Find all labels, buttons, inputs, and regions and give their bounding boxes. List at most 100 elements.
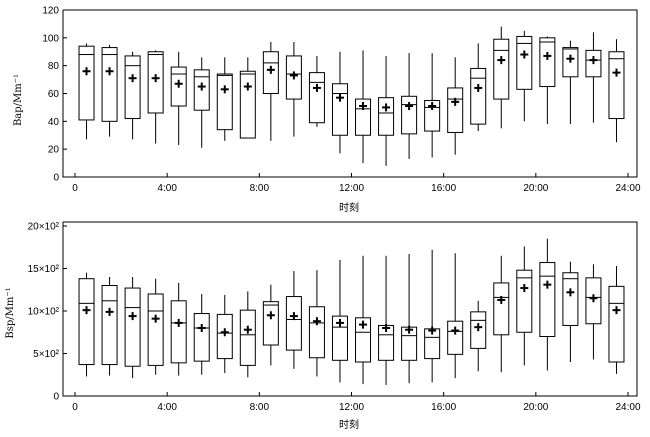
- bap-box-3.5: [147, 50, 164, 144]
- bap-box-22.5: [585, 32, 602, 123]
- bsp-box-2.5: [124, 277, 141, 379]
- bsp-iqr-box: [447, 320, 464, 355]
- bap-boxes: [78, 26, 625, 166]
- bap-y-axis-title: Bap/Mm⁻¹: [13, 74, 24, 126]
- bap-iqr-box: [516, 35, 533, 90]
- bsp-iqr-box: [355, 317, 372, 363]
- bap-box-5.5: [193, 57, 210, 148]
- bsp-iqr-box: [262, 301, 279, 346]
- bap-iqr-box: [608, 51, 625, 120]
- bap-iqr-box: [539, 37, 556, 88]
- bap-x-tick-label: 8:00: [250, 183, 270, 194]
- bsp-x-axis-title: 时刻: [339, 418, 359, 431]
- bsp-x-tick-label: 4:00: [157, 402, 177, 413]
- bsp-box-23.5: [608, 265, 625, 374]
- bsp-box-6.5: [216, 294, 233, 374]
- bap-box-10.5: [308, 55, 325, 127]
- bap-box-8.5: [262, 42, 279, 141]
- bap-y-tick-label: 80: [48, 61, 60, 72]
- bap-iqr-box: [124, 55, 141, 120]
- bap-y-tick-label: 60: [48, 89, 60, 100]
- bsp-box-21.5: [562, 261, 579, 362]
- bsp-box-1.5: [101, 277, 118, 376]
- bap-x-tick-label: 20:00: [523, 183, 548, 194]
- bap-x-tick-label: 12:00: [339, 183, 364, 194]
- bap-x-tick-label: 4:00: [157, 183, 177, 194]
- bsp-iqr-box: [539, 262, 556, 337]
- bsp-iqr-box: [101, 285, 118, 366]
- bap-y-tick-label: 40: [48, 117, 60, 128]
- bap-iqr-box: [78, 45, 95, 121]
- bap-box-0.5: [78, 43, 95, 140]
- bsp-iqr-box: [124, 287, 141, 367]
- bsp-box-7.5: [239, 291, 256, 378]
- bap-iqr-box: [401, 95, 418, 135]
- bap-y-tick-label: 100: [42, 33, 59, 44]
- bsp-x-tick-label: 12:00: [339, 402, 364, 413]
- bsp-x-tick-label: 0: [72, 402, 78, 413]
- bsp-box-10.5: [308, 270, 325, 377]
- bap-x-axis-title: 时刻: [339, 201, 359, 214]
- bap-iqr-box: [331, 83, 348, 136]
- bsp-y-tick-label: 0: [53, 392, 59, 403]
- bsp-y-tick-label: 5×10²: [33, 349, 60, 360]
- bap-chart-panel: 0 20 40 60 80 100 120 0 4:00 8:00 12:00 16:00 20:00 2…: [13, 6, 641, 215]
- bsp-x-tick-label: 8:00: [250, 402, 270, 413]
- bap-y-tick-label: 0: [53, 173, 59, 184]
- bsp-iqr-box: [493, 282, 510, 336]
- bap-axes: 0 20 40 60 80 100 120 0 4:00 8:00 12:00 16:00 20:00 2…: [42, 6, 641, 195]
- bsp-iqr-box: [216, 313, 233, 360]
- bsp-plot-frame: [62, 221, 638, 397]
- bap-box-2.5: [124, 51, 141, 140]
- bap-iqr-box: [470, 67, 487, 125]
- bsp-y-tick-label: 20×10²: [28, 222, 60, 233]
- bap-iqr-box: [447, 87, 464, 133]
- bsp-x-tick-label: 16:00: [431, 402, 456, 413]
- bsp-box-4.5: [170, 282, 187, 376]
- bsp-box-8.5: [262, 284, 279, 366]
- bsp-box-3.5: [147, 278, 164, 375]
- bsp-box-5.5: [193, 294, 210, 375]
- bsp-iqr-box: [562, 272, 579, 326]
- bsp-x-tick-label: 24:00: [615, 402, 640, 413]
- bsp-box-22.5: [585, 264, 602, 360]
- bsp-box-9.5: [285, 271, 302, 369]
- bap-iqr-box: [239, 70, 256, 139]
- bsp-box-20.5: [539, 238, 556, 371]
- bap-iqr-box: [355, 98, 372, 136]
- bap-x-tick-label: 0: [72, 183, 78, 194]
- bap-box-23.5: [608, 39, 625, 143]
- bap-iqr-box: [378, 97, 395, 136]
- bap-box-4.5: [170, 51, 187, 145]
- bsp-box-16.5: [447, 253, 464, 379]
- bap-box-7.5: [239, 57, 256, 139]
- bap-iqr-box: [308, 72, 325, 124]
- bap-box-21.5: [562, 40, 579, 125]
- bap-x-tick-label: 16:00: [431, 183, 456, 194]
- bsp-iqr-box: [308, 306, 325, 359]
- bsp-box-0.5: [78, 272, 95, 377]
- bap-iqr-box: [424, 99, 441, 132]
- bsp-box-19.5: [516, 246, 533, 366]
- bsp-y-axis-title: Bsp/Mm⁻¹: [5, 287, 16, 338]
- bsp-x-tick-label: 20:00: [523, 402, 548, 413]
- bap-box-18.5: [493, 26, 510, 129]
- bsp-box-18.5: [493, 255, 510, 373]
- bsp-axes: 0 5×10² 10×10² 15×10² 20×10² 0 4:00 8:00 12:00 16…: [28, 221, 641, 413]
- bsp-box-11.5: [331, 260, 348, 383]
- bsp-iqr-box: [193, 313, 210, 362]
- bap-box-12.5: [355, 50, 372, 164]
- bsp-iqr-box: [239, 309, 256, 366]
- bap-box-19.5: [516, 30, 533, 122]
- bsp-iqr-box: [516, 269, 533, 333]
- bap-box-1.5: [101, 44, 118, 137]
- bap-iqr-box: [147, 51, 164, 114]
- bap-box-13.5: [378, 55, 395, 166]
- bap-iqr-box: [493, 38, 510, 100]
- bap-box-9.5: [285, 42, 302, 137]
- bap-y-tick-label: 20: [48, 145, 60, 156]
- bsp-iqr-box: [78, 278, 95, 366]
- bap-box-11.5: [331, 51, 348, 154]
- bsp-boxes: [78, 238, 625, 385]
- bap-box-17.5: [470, 43, 487, 132]
